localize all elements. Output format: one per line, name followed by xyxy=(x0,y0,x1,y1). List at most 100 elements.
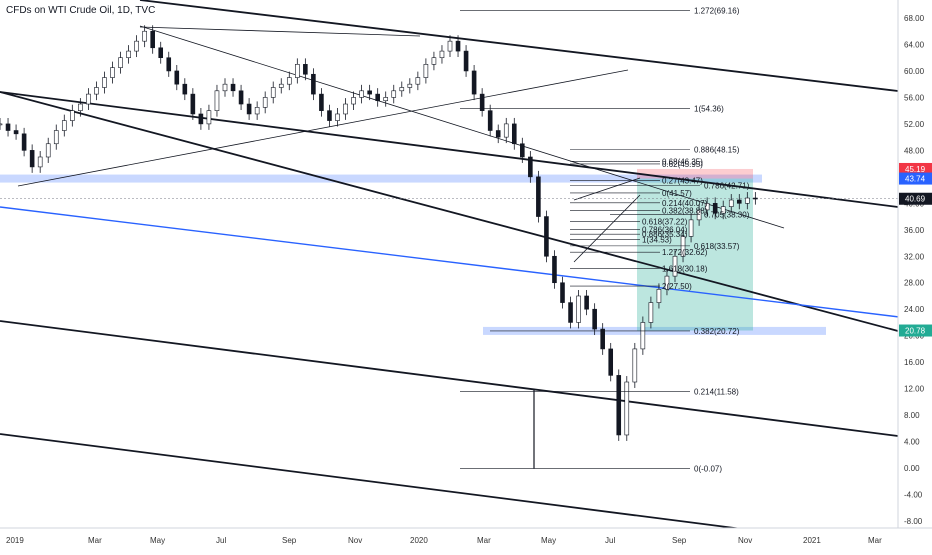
candle-body xyxy=(335,113,340,121)
candle-body xyxy=(455,40,461,52)
fib-level-label: 2(27.50) xyxy=(662,282,692,291)
candle-body xyxy=(311,73,316,95)
candle-body xyxy=(447,40,453,52)
y-tick-label: 32.00 xyxy=(904,252,925,261)
candle-body xyxy=(5,123,11,131)
fib-level-label: 0.618(33.57) xyxy=(694,242,740,251)
candle-body xyxy=(495,130,501,138)
candle-body xyxy=(230,83,236,92)
candle-body xyxy=(415,77,421,85)
candle-body xyxy=(471,70,477,95)
candle-body xyxy=(736,199,742,204)
candle-body xyxy=(270,87,276,98)
rising-trend-line xyxy=(17,69,629,187)
candle-body xyxy=(431,57,437,65)
candle-body xyxy=(712,203,718,214)
x-tick-label: 2020 xyxy=(410,536,428,545)
x-tick-label: May xyxy=(150,536,165,545)
x-tick-label: Mar xyxy=(868,536,882,545)
y-tick-label: 4.00 xyxy=(904,438,920,447)
candle-body xyxy=(487,110,493,131)
x-tick-label: Jul xyxy=(216,536,226,545)
candle-body xyxy=(704,203,710,211)
y-tick-label: 60.00 xyxy=(904,67,925,76)
y-axis-panel xyxy=(898,0,932,528)
candle-body xyxy=(78,103,83,111)
x-axis-panel xyxy=(0,528,932,550)
candle-body xyxy=(303,64,308,75)
x-tick-label: Sep xyxy=(282,536,297,545)
y-tick-label: 0.00 xyxy=(904,464,920,473)
drawing-layer xyxy=(0,0,932,531)
candle-body xyxy=(142,30,147,42)
candle-body xyxy=(648,302,654,323)
candle-body xyxy=(576,295,581,323)
candle-body xyxy=(214,90,220,111)
candle-body xyxy=(102,77,107,88)
candle-body xyxy=(327,110,332,121)
candle-body xyxy=(503,123,509,138)
fib-level-label: 0.214(40.07) xyxy=(662,199,708,208)
fib-level-label: 0.886(48.15) xyxy=(694,145,740,154)
upper-channel-line xyxy=(0,91,899,332)
fib-level-label: 1.618(30.18) xyxy=(662,264,708,273)
candle-body xyxy=(158,47,164,59)
candle-body xyxy=(13,130,19,135)
candle-body xyxy=(753,197,758,200)
candle-body xyxy=(21,133,27,151)
y-tick-label: 12.00 xyxy=(904,385,925,394)
lower-channel-line-1 xyxy=(0,320,899,437)
candle-body xyxy=(463,50,469,72)
candle-body xyxy=(29,150,35,168)
candle-body xyxy=(656,289,662,303)
x-tick-label: 2019 xyxy=(6,536,24,545)
candle-body xyxy=(45,143,51,158)
y-tick-label: 52.00 xyxy=(904,120,925,129)
target-zone xyxy=(637,178,753,331)
x-tick-label: Nov xyxy=(348,536,362,545)
candle-body xyxy=(286,77,292,85)
candle-body xyxy=(37,156,43,168)
stop-zone xyxy=(637,168,753,179)
candle-body xyxy=(86,93,91,105)
candle-body xyxy=(206,110,212,125)
candle-body xyxy=(166,57,172,72)
candle-body xyxy=(0,123,3,126)
candle-body xyxy=(664,275,670,290)
x-tick-label: May xyxy=(541,536,556,545)
y-tick-label: 28.00 xyxy=(904,279,925,288)
fib-level-label: 0.214(11.58) xyxy=(694,387,739,396)
candle-body xyxy=(640,322,646,350)
candle-body xyxy=(150,30,155,49)
candle-body xyxy=(720,206,726,214)
candle-body xyxy=(94,87,99,95)
candle-body xyxy=(728,199,734,207)
y-tick-label: 24.00 xyxy=(904,305,925,314)
candle-body xyxy=(278,83,284,88)
candle-body xyxy=(608,348,614,376)
candle-body xyxy=(520,143,525,158)
candle-body xyxy=(110,67,115,78)
candle-body xyxy=(254,107,260,115)
y-tick-label: 8.00 xyxy=(904,411,920,420)
candle-body xyxy=(616,375,622,436)
x-tick-label: Jul xyxy=(605,536,615,545)
candle-body xyxy=(624,381,630,436)
fib-level-label: 0.382(38.88) xyxy=(662,207,708,216)
y-tick-label: 48.00 xyxy=(904,146,925,155)
candle-body xyxy=(592,308,597,330)
candle-body xyxy=(560,282,565,303)
candle-body xyxy=(745,197,750,204)
price-badge-label: 45.19 xyxy=(905,165,926,174)
candle-body xyxy=(407,83,413,88)
candle-body xyxy=(198,113,204,125)
chart-title: CFDs on WTI Crude Oil, 1D, TVC xyxy=(6,5,155,16)
price-badge xyxy=(899,172,932,185)
fib-level-label: 0.62(45.95) xyxy=(662,160,703,169)
fib-level-label: 0(-0.07) xyxy=(694,465,722,474)
y-tick-label: 68.00 xyxy=(904,14,925,23)
wedge-upper-line xyxy=(573,177,641,201)
lower-channel-line-2 xyxy=(0,433,751,531)
fib-level-label: 1(54.36) xyxy=(694,104,724,113)
